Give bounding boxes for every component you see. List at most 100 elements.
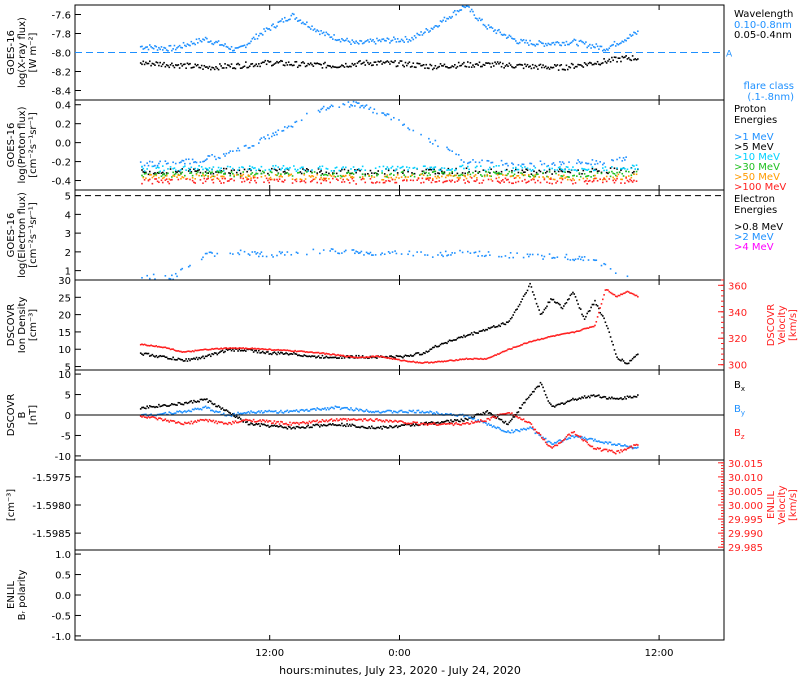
data-point (169, 412, 172, 414)
data-point (248, 65, 251, 67)
data-point (608, 178, 611, 180)
data-point (434, 172, 437, 175)
y-axis-label: Bᵣ polarity (17, 570, 28, 621)
data-point (251, 37, 254, 40)
y-axis-label: [cm⁻²s⁻¹sr⁻¹] (28, 202, 39, 268)
data-point (245, 144, 247, 147)
data-point (184, 360, 186, 362)
data-point (418, 62, 421, 65)
data-point (450, 412, 452, 415)
data-point (296, 350, 299, 353)
data-point (546, 67, 548, 70)
data-point (373, 108, 376, 110)
data-point (383, 181, 386, 184)
data-point (338, 66, 341, 69)
data-point (529, 253, 531, 256)
data-point (230, 178, 233, 180)
data-point (247, 42, 250, 45)
data-point (468, 66, 470, 68)
data-point (627, 447, 630, 449)
data-point (281, 176, 283, 178)
data-point (513, 170, 516, 172)
data-point (451, 168, 454, 170)
data-point (290, 63, 293, 66)
data-point (177, 64, 180, 66)
data-point (363, 178, 365, 180)
data-point (268, 28, 271, 30)
data-point (552, 405, 555, 407)
data-point (504, 174, 507, 177)
data-point (418, 411, 421, 414)
data-point (285, 426, 287, 429)
data-point (452, 359, 455, 362)
data-point (435, 421, 438, 424)
data-point (635, 164, 638, 167)
data-point (237, 347, 239, 350)
data-point (142, 171, 145, 173)
data-point (209, 171, 212, 174)
data-point (168, 182, 171, 185)
data-point (207, 169, 209, 171)
data-point (495, 354, 498, 356)
data-point (151, 47, 154, 49)
data-point (222, 44, 225, 47)
data-point (204, 355, 207, 358)
data-point (617, 449, 620, 452)
data-point (377, 426, 380, 429)
data-point (291, 427, 294, 429)
data-point (534, 428, 537, 431)
data-point (434, 344, 437, 347)
data-point (604, 441, 607, 443)
data-point (518, 345, 521, 347)
data-point (433, 170, 435, 173)
data-point (219, 44, 221, 46)
data-point (172, 161, 174, 164)
data-point (483, 255, 486, 258)
data-point (468, 333, 470, 336)
series--1-mev (139, 100, 627, 168)
data-point (589, 179, 591, 182)
data-point (505, 431, 508, 434)
data-point (251, 347, 254, 349)
data-point (370, 356, 373, 359)
data-point (503, 350, 505, 353)
data-point (594, 169, 596, 172)
data-point (263, 171, 265, 174)
y-tick-label: -5 (61, 431, 71, 442)
data-point (141, 353, 143, 355)
flare-class-annotation: (.1-.8nm) (747, 92, 794, 103)
data-point (289, 349, 291, 352)
data-point (265, 63, 268, 66)
data-point (421, 34, 424, 36)
data-point (320, 409, 322, 411)
data-point (332, 172, 334, 174)
data-point (485, 420, 487, 423)
data-point (217, 166, 220, 169)
data-point (422, 423, 425, 426)
data-point (515, 428, 517, 431)
data-point (259, 138, 261, 141)
data-point (543, 45, 546, 47)
data-point (587, 259, 590, 261)
data-point (212, 419, 215, 422)
data-point (346, 37, 348, 40)
data-point (311, 25, 313, 28)
data-point (394, 60, 396, 62)
data-point (431, 168, 434, 170)
y-axis-label: [cm⁻³] (28, 309, 39, 341)
data-point (383, 253, 386, 256)
data-point (564, 402, 566, 405)
data-point (142, 344, 145, 346)
data-point (592, 303, 595, 306)
data-point (477, 332, 479, 334)
data-point (178, 170, 181, 173)
data-point (512, 66, 515, 69)
data-point (603, 262, 605, 265)
data-point (489, 172, 491, 174)
data-point (202, 173, 204, 176)
data-point (565, 40, 568, 43)
data-point (459, 165, 461, 168)
data-point (434, 423, 437, 426)
data-point (409, 179, 412, 182)
data-point (283, 426, 286, 429)
